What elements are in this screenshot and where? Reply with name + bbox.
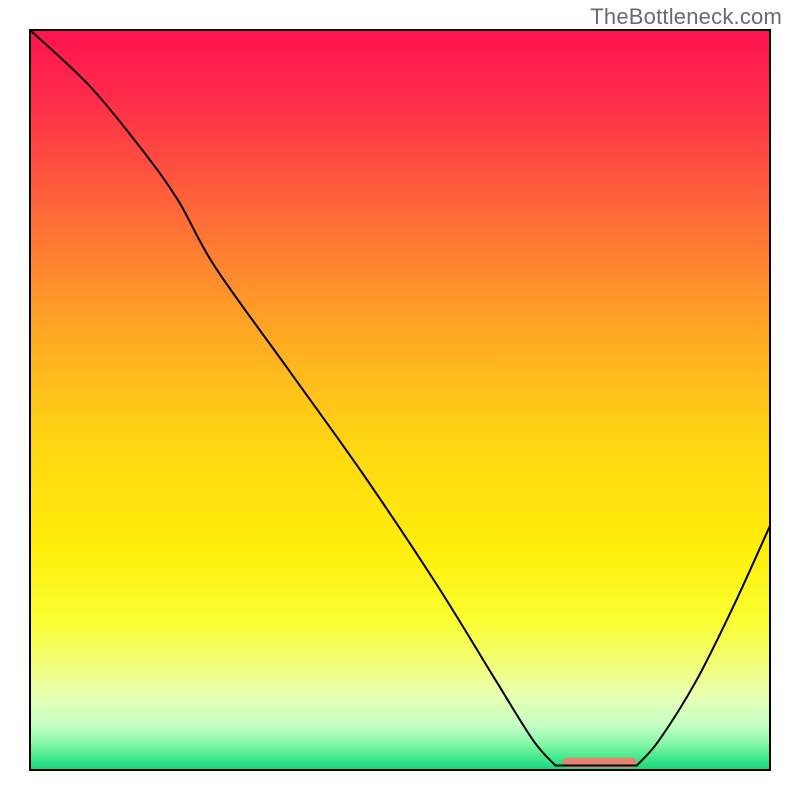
bottleneck-chart (0, 0, 800, 800)
gradient-background (30, 30, 770, 770)
watermark-text: TheBottleneck.com (590, 4, 782, 30)
chart-container: TheBottleneck.com (0, 0, 800, 800)
